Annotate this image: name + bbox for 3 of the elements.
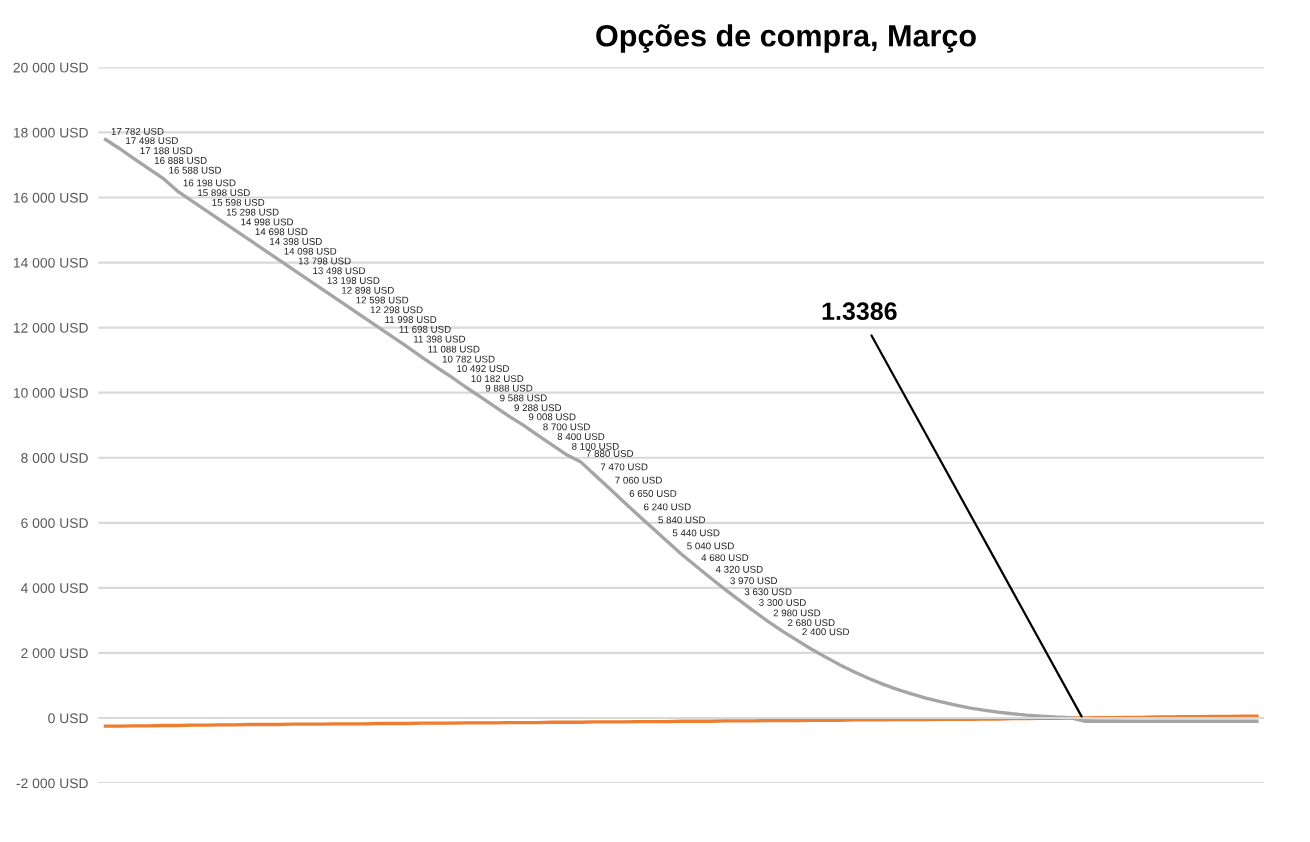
line-series: [103, 137, 1259, 723]
chart-title: Opções de compra, Março: [596, 24, 976, 53]
annotation: 1.3386: [822, 302, 897, 321]
